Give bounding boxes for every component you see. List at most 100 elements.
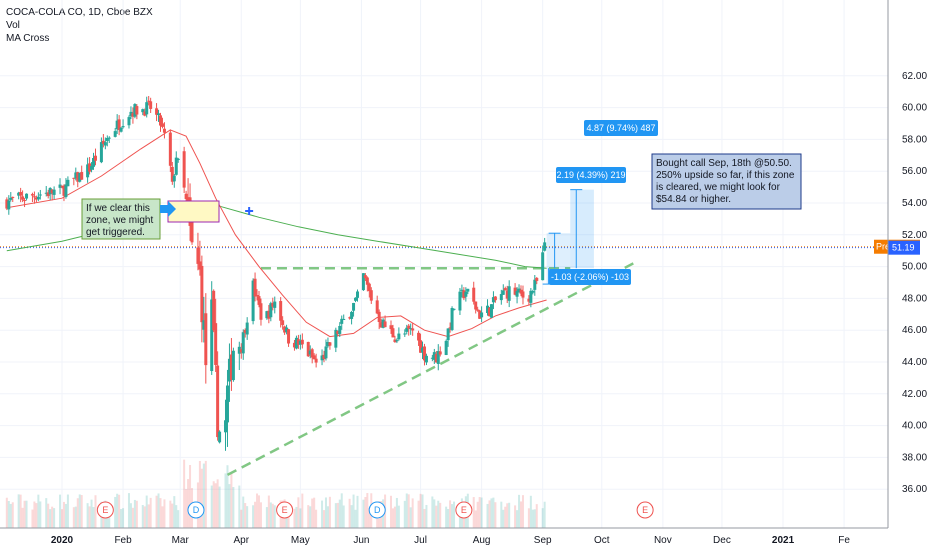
volume-bar xyxy=(315,509,318,528)
candle-body xyxy=(361,273,365,291)
volume-bar xyxy=(356,495,359,528)
candle-body xyxy=(131,113,135,117)
candle-body xyxy=(279,301,283,321)
volume-bar xyxy=(543,501,546,528)
candle-body xyxy=(478,310,482,319)
volume-bar xyxy=(23,500,26,528)
volume-bar xyxy=(74,506,77,528)
candle-body xyxy=(103,142,107,146)
candle-body xyxy=(237,346,241,354)
ma-cross-indicator-label[interactable]: MA Cross xyxy=(6,33,50,44)
volume-bar xyxy=(90,499,93,528)
candle-body xyxy=(267,310,271,319)
volume-bar xyxy=(45,498,48,528)
candle-body xyxy=(216,365,220,438)
measure-top-range xyxy=(570,189,594,269)
candle-body xyxy=(292,342,296,348)
volume-bar xyxy=(147,504,150,528)
candle-body xyxy=(119,127,123,132)
candle-body xyxy=(176,158,180,160)
volume-bar xyxy=(437,500,440,528)
candle-body xyxy=(529,290,533,303)
volume-bar xyxy=(476,501,479,528)
candle-body xyxy=(446,328,450,341)
symbol-title[interactable]: COCA-COLA CO, 1D, Cboe BZX xyxy=(6,7,153,18)
volume-bar xyxy=(348,498,351,528)
volume-bar xyxy=(407,494,410,528)
candle-body xyxy=(460,289,464,291)
candle-body xyxy=(403,333,407,335)
candle-body xyxy=(444,340,448,356)
volume-bar xyxy=(171,503,174,528)
candle-body xyxy=(88,163,92,172)
volume-bar xyxy=(37,494,40,528)
volume-bar xyxy=(535,504,538,528)
time-axis[interactable]: 2020 Feb Mar Apr May Jun Jul Aug Sep Oct Nov Dec 202… xyxy=(0,527,888,546)
candle-body xyxy=(424,355,428,363)
volume-bar xyxy=(173,496,176,528)
candle-body xyxy=(474,301,478,310)
candle-body xyxy=(430,357,434,359)
volume-bar xyxy=(451,504,454,528)
candle-body xyxy=(80,172,84,180)
candle-body xyxy=(224,420,228,433)
candle-body xyxy=(513,287,517,295)
candle-body xyxy=(160,123,164,127)
candle-body xyxy=(326,342,330,347)
price-tick-label: 42.00 xyxy=(902,389,927,400)
time-tick-label: 2021 xyxy=(772,535,795,546)
volume-bar xyxy=(500,501,503,528)
candle-body xyxy=(422,346,426,361)
time-tick-label: Dec xyxy=(713,535,731,546)
candle-body xyxy=(487,307,491,317)
candle-body xyxy=(379,322,383,328)
price-tick-label: 60.00 xyxy=(902,103,927,114)
trend-lines[interactable] xyxy=(226,262,634,476)
candle-body xyxy=(503,288,507,291)
right-note-line: Bought call Sep, 18th @50.50. xyxy=(656,158,792,169)
candle-body xyxy=(255,294,259,296)
price-axis[interactable]: 36.00 38.00 40.00 42.00 44.00 46.00 48.00 50.00… xyxy=(887,0,927,528)
price-tick-label: 58.00 xyxy=(902,134,927,145)
trigger-zone-box xyxy=(167,200,220,223)
candle-body xyxy=(298,340,302,345)
candle-body xyxy=(200,265,204,323)
time-tick-label: Oct xyxy=(594,535,610,546)
candle-body xyxy=(541,252,545,281)
volume-bar xyxy=(393,506,396,528)
candle-body xyxy=(11,196,15,198)
candle-body xyxy=(294,337,298,349)
candle-body xyxy=(50,189,54,194)
volume-indicator-label[interactable]: Vol xyxy=(6,20,20,31)
candle-body xyxy=(196,247,200,264)
volume-bar xyxy=(518,494,521,528)
volume-bar xyxy=(159,498,162,528)
candle-body xyxy=(336,330,340,334)
candle-body xyxy=(58,184,62,188)
candle-body xyxy=(273,301,277,308)
volume-bar xyxy=(409,507,412,528)
volume-bar xyxy=(17,494,20,528)
candle-body xyxy=(395,340,399,342)
volume-bar xyxy=(486,503,489,528)
volume-bar xyxy=(338,499,341,528)
volume-bar xyxy=(419,493,422,528)
candle-body xyxy=(265,311,269,319)
candle-body xyxy=(300,339,304,345)
volume-bar xyxy=(520,501,523,528)
volume-bar xyxy=(59,494,62,528)
volume-bar xyxy=(61,509,63,528)
volume-bar xyxy=(72,507,75,528)
event-markers[interactable]: E E E ED D xyxy=(96,501,654,519)
candle-body xyxy=(287,329,291,344)
price-tick-label: 56.00 xyxy=(902,166,927,177)
volume-bar xyxy=(157,493,160,528)
volume-bar xyxy=(204,460,207,528)
candle-body xyxy=(135,106,139,115)
earnings-marker xyxy=(96,501,114,519)
candle-body xyxy=(44,192,48,194)
volume-bar xyxy=(131,507,134,528)
left-note-arrow-icon xyxy=(160,201,176,217)
